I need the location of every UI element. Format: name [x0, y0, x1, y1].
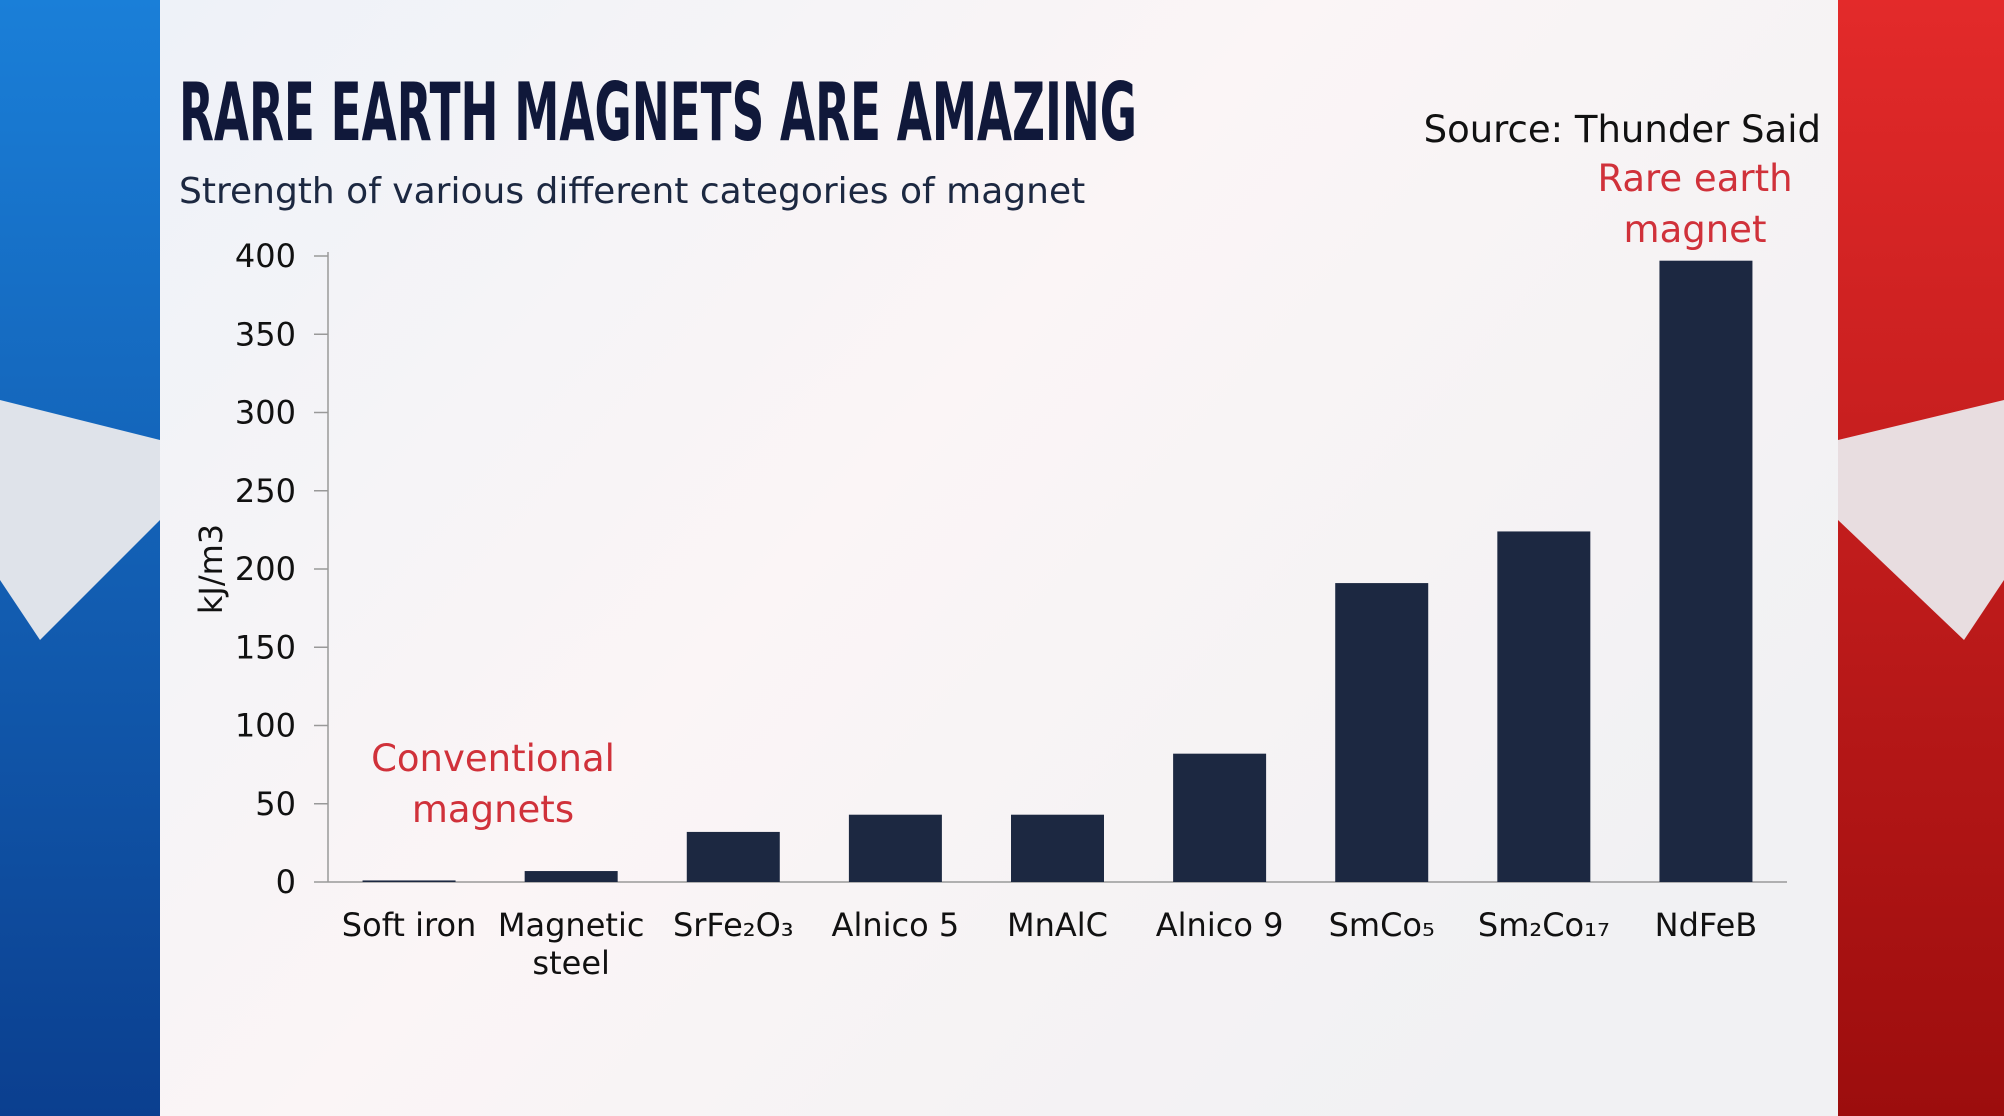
y-tick-label: 100: [235, 707, 296, 745]
x-tick-label: SrFe₂O₃: [672, 906, 794, 944]
x-tick-label: Alnico 5: [831, 906, 960, 944]
y-tick-label: 0: [276, 863, 296, 901]
left-star: [0, 400, 160, 640]
x-tick-label: SmCo₅: [1328, 906, 1435, 944]
x-tick-label: Soft iron: [341, 906, 477, 944]
bar: [1173, 753, 1267, 882]
y-tick-label: 350: [235, 315, 296, 353]
chart-title: RARE EARTH MAGNETS ARE AMAZING: [179, 66, 1137, 159]
x-tick-label: Sm₂Co₁₇: [1477, 906, 1610, 944]
y-tick-label: 300: [235, 394, 296, 432]
chart-subtitle: Strength of various different categories…: [179, 171, 1085, 212]
y-tick-label: 200: [235, 550, 296, 588]
y-tick-label: 150: [235, 628, 296, 666]
right-star: [1838, 400, 2004, 640]
bar: [1335, 583, 1429, 882]
y-tick-label: 400: [235, 237, 296, 275]
x-tick-label: NdFeB: [1654, 906, 1758, 944]
bar: [686, 831, 780, 882]
annotation: Conventional magnets: [371, 737, 615, 831]
x-tick-label: Alnico 9: [1155, 906, 1284, 944]
y-axis-label: kJ/m3: [192, 524, 230, 614]
y-tick-label: 50: [255, 785, 296, 823]
x-tick-label: MnAlC: [1006, 906, 1108, 944]
bar: [1011, 814, 1104, 882]
annotation: Rare earth magnet: [1597, 157, 1793, 251]
bar: [848, 814, 942, 882]
bar: [362, 880, 456, 882]
bar: [524, 871, 618, 882]
bar: [1497, 531, 1591, 882]
source: Source: Thunder Said: [1424, 108, 1821, 151]
y-tick-label: 250: [235, 472, 296, 510]
bar: [1659, 260, 1753, 882]
x-tick-label: Magnetic steel: [497, 906, 645, 982]
